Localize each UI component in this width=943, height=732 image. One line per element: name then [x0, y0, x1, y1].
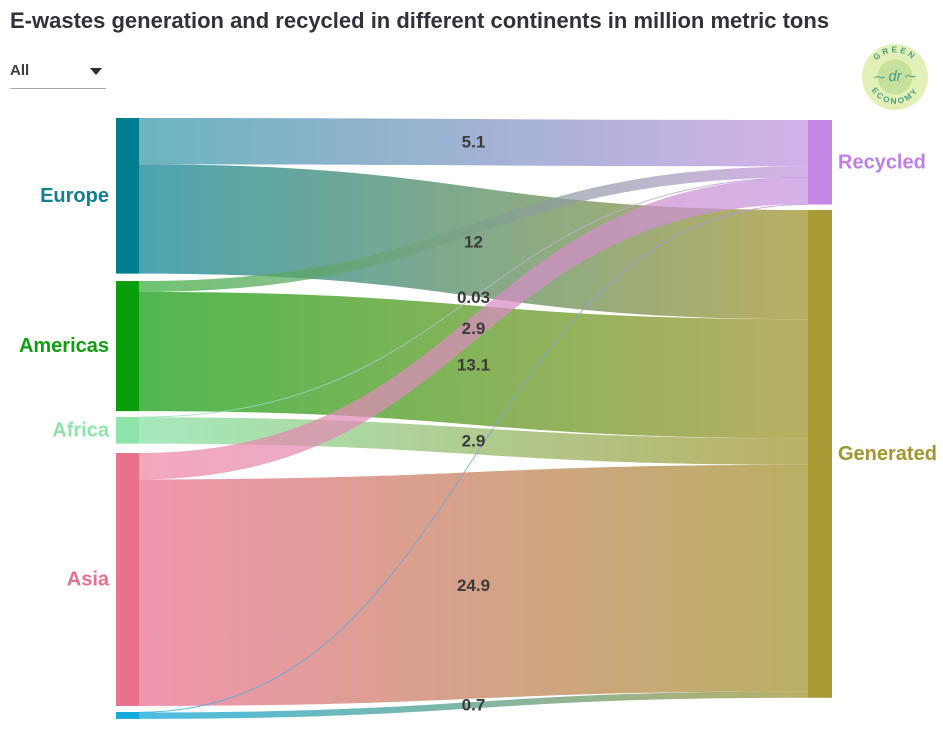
sankey-flow-oceania-to-recycled[interactable]	[138, 203, 809, 713]
sankey-flow-europe-to-generated[interactable]	[139, 164, 808, 320]
logo-left-flourish	[874, 76, 885, 79]
sankey-node-asia[interactable]	[116, 453, 139, 706]
chevron-down-icon	[90, 68, 102, 75]
logo-inner-circle	[877, 59, 913, 95]
sankey-node-label-americas: Americas	[19, 335, 109, 357]
dropdown-selected-value: All	[10, 62, 30, 79]
sankey-flow-asia-to-recycled[interactable]	[139, 177, 808, 480]
sankey-flow-oceania-to-generated[interactable]	[139, 691, 808, 719]
sankey-node-africa[interactable]	[116, 417, 139, 444]
sankey-node-recycled[interactable]	[808, 120, 832, 205]
flow-value-label-americas-generated: 13.1	[457, 356, 490, 375]
flow-value-label-asia-recycled: 2.9	[462, 319, 486, 338]
sankey-flow-africa-to-recycled[interactable]	[138, 177, 809, 418]
chart-title: E-wastes generation and recycled in diff…	[10, 8, 830, 33]
flow-value-label-asia-generated: 24.9	[457, 576, 490, 595]
logo-right-flourish	[904, 75, 916, 78]
logo-center-monogram: dr	[889, 69, 903, 85]
continent-filter-dropdown[interactable]: All	[10, 62, 106, 89]
sankey-flow-americas-to-generated[interactable]	[139, 291, 808, 439]
sankey-node-label-generated: Generated	[838, 443, 937, 465]
flow-value-label-europe-recycled: 5.1	[462, 133, 486, 152]
green-economy-logo: GREEN ECONOMY dr	[862, 44, 928, 110]
sankey-node-label-asia: Asia	[67, 568, 110, 590]
sankey-node-label-recycled: Recycled	[838, 151, 926, 173]
sankey-flow-americas-to-recycled[interactable]	[139, 166, 808, 292]
sankey-flow-asia-to-generated[interactable]	[139, 464, 808, 706]
flow-value-label-oceania-generated: 0.7	[462, 696, 486, 715]
flow-value-label-europe-generated: 12	[464, 232, 483, 251]
sankey-node-europe[interactable]	[116, 118, 139, 274]
flow-value-label-africa-generated: 2.9	[462, 432, 486, 451]
sankey-node-oceania[interactable]	[116, 712, 139, 719]
sankey-node-generated[interactable]	[808, 210, 832, 698]
sankey-node-americas[interactable]	[116, 281, 139, 412]
sankey-node-label-africa: Africa	[52, 419, 110, 441]
sankey-node-label-europe: Europe	[40, 185, 109, 207]
flow-value-label-africa-recycled: 0.03	[457, 288, 490, 307]
sankey-flow-europe-to-recycled[interactable]	[139, 118, 808, 167]
